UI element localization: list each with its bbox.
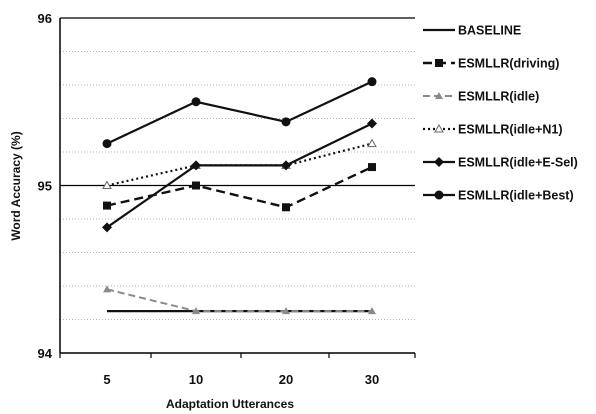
data-point xyxy=(103,201,111,210)
legend-marker xyxy=(434,123,444,133)
legend-item: ESMLLR(driving) xyxy=(423,57,559,71)
legend-marker xyxy=(435,92,443,99)
x-tick-label: 30 xyxy=(365,372,379,387)
data-point xyxy=(192,181,200,190)
legend-marker xyxy=(434,190,444,200)
x-tick-label: 20 xyxy=(279,372,293,387)
legend-marker xyxy=(434,157,444,167)
data-point xyxy=(191,160,201,171)
series-line xyxy=(106,122,373,229)
y-tick-label: 94 xyxy=(38,346,53,361)
data-point xyxy=(102,222,112,233)
y-tick-labels: 94 95 96 xyxy=(38,11,53,361)
legend-label: BASELINE xyxy=(458,24,521,38)
data-point xyxy=(191,97,201,107)
y-tick-label: 95 xyxy=(38,179,52,194)
series-line xyxy=(106,288,372,313)
data-point xyxy=(192,307,200,315)
series-line xyxy=(106,80,373,145)
legend-item: ESMLLR(idle) xyxy=(423,90,539,104)
series-line xyxy=(106,165,373,209)
legend-label: ESMLLR(idle+N1) xyxy=(458,123,563,137)
axes xyxy=(59,18,416,358)
data-point xyxy=(367,118,377,129)
legend-marker xyxy=(435,59,443,67)
data-point xyxy=(102,139,112,149)
legend-label: ESMLLR(idle+E-Sel) xyxy=(458,156,578,170)
legend-item: BASELINE xyxy=(423,24,521,38)
series-4 xyxy=(102,118,377,233)
data-point xyxy=(103,285,111,293)
data-point xyxy=(367,77,377,87)
data-point xyxy=(368,163,376,172)
grid-lines xyxy=(60,17,415,320)
x-tick-labels: 5 10 20 30 xyxy=(103,372,379,387)
series-group xyxy=(102,77,377,315)
series-2 xyxy=(103,285,376,315)
x-tick-label: 5 xyxy=(103,372,110,387)
data-point xyxy=(102,180,112,189)
legend-item: ESMLLR(idle+E-Sel) xyxy=(423,156,578,170)
legend-label: ESMLLR(idle+Best) xyxy=(458,189,574,203)
data-point xyxy=(368,307,376,315)
x-tick-label: 10 xyxy=(189,372,203,387)
data-point xyxy=(281,160,291,171)
series-5 xyxy=(102,77,377,149)
y-tick-label: 96 xyxy=(38,11,52,26)
legend-item: ESMLLR(idle+Best) xyxy=(423,189,574,203)
series-3 xyxy=(102,138,377,189)
data-point xyxy=(282,307,290,315)
data-point xyxy=(367,138,377,148)
legend-label: ESMLLR(driving) xyxy=(458,57,559,71)
legend-item: ESMLLR(idle+N1) xyxy=(423,123,563,137)
y-axis-title: Word Accuracy (%) xyxy=(9,131,23,240)
legend: BASELINE ESMLLR(driving) ESMLLR(idle) ESMLL… xyxy=(423,24,578,203)
x-axis-title: Adaptation Utterances xyxy=(166,397,294,411)
legend-label: ESMLLR(idle) xyxy=(458,90,539,104)
data-point xyxy=(281,117,291,127)
data-point xyxy=(282,203,290,212)
series-1 xyxy=(103,163,376,212)
